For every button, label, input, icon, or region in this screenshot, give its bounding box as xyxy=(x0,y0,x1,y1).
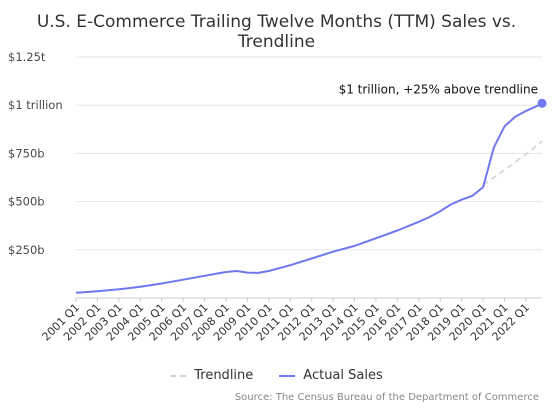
legend-item-trendline[interactable]: Trendline xyxy=(170,368,253,383)
series-line-trendline[interactable] xyxy=(482,140,543,186)
y-tick-label: $250b xyxy=(8,243,45,257)
series-line-actual-sales[interactable] xyxy=(75,102,543,294)
y-tick-label: $1 trillion xyxy=(8,98,63,112)
legend-label-actual-sales: Actual Sales xyxy=(303,368,383,383)
endpoint-annotation: $1 trillion, +25% above trendline xyxy=(339,82,538,96)
y-tick-label: $1.25t xyxy=(8,50,46,64)
legend-label-trendline: Trendline xyxy=(194,368,254,383)
y-tick-label: $500b xyxy=(8,195,45,209)
source-credit: Source: The Census Bureau of the Departm… xyxy=(234,392,539,403)
legend-item-actual-sales[interactable]: Actual Sales xyxy=(279,368,383,383)
chart-title: U.S. E-Commerce Trailing Twelve Months (… xyxy=(36,12,517,52)
legend-swatch-actual-sales xyxy=(279,374,296,377)
legend: Trendline Actual Sales xyxy=(0,368,553,383)
legend-swatch-trendline xyxy=(170,374,187,377)
endpoint-marker[interactable] xyxy=(537,98,547,108)
y-tick-label: $750b xyxy=(8,146,45,160)
